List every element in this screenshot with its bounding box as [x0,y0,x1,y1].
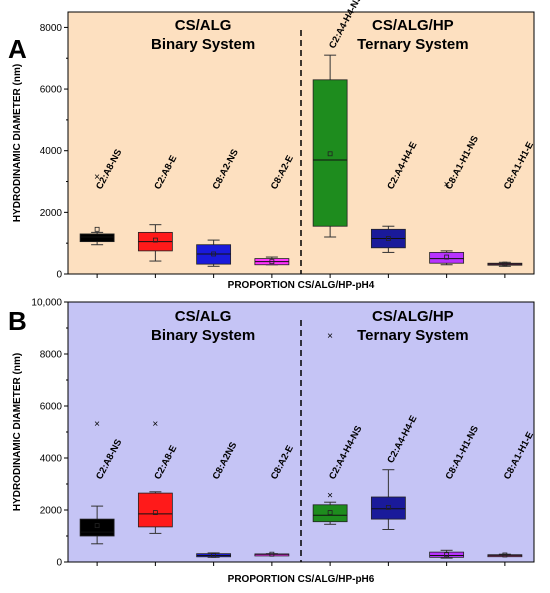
group-title: CS/ALG/HP [372,308,454,325]
plot-frame [67,11,535,275]
mean-marker [385,236,391,241]
plot-frame [67,301,535,563]
mean-marker [327,151,333,157]
chart-panel-b: B 0 2000 4000 6000 8000 10,000 HYDRODINAMIC DIA… [8,298,536,586]
mean-marker [211,251,217,257]
y-tick-label: 2000 [40,208,63,219]
group-title: CS/ALG [175,17,232,34]
y-tick-label: 2000 [40,506,63,517]
mean-marker [327,510,333,516]
y-tick-label: 0 [56,558,62,569]
chart-panel-a: A 0 2000 4000 6000 8000 HYDRODINAMIC DIAMETER … [8,0,536,291]
mean-marker [502,261,508,267]
y-tick-label: 4000 [40,146,63,157]
y-axis-label: HYDRODINAMIC DIAMETER (nm) [12,64,23,222]
group-title: CS/ALG [175,308,232,325]
mean-marker [152,237,158,243]
group-subtitle: Binary System [151,327,255,344]
box-body [79,233,115,243]
box-body [429,551,465,558]
outlier-marker: × [444,180,450,191]
y-tick-label: 8000 [40,350,63,361]
y-axis-label: HYDRODINAMIC DIAMETER (nm) [12,353,23,511]
group-title: CS/ALG/HP [372,17,454,34]
outlier-marker: × [152,419,158,430]
box-body [137,492,173,528]
panel-letter: B [8,306,27,336]
box-body [312,504,348,523]
mean-marker [269,259,275,265]
mean-marker [385,504,391,510]
y-tick-label: 0 [56,270,62,281]
mean-marker [152,510,158,516]
group-subtitle: Ternary System [357,327,468,344]
y-tick-label: 6000 [40,402,63,413]
outlier-marker: × [327,491,333,502]
outlier-marker: × [94,419,100,430]
mean-marker [444,254,450,260]
group-subtitle: Ternary System [357,36,468,53]
mean-marker [444,552,450,558]
outlier-marker: × [327,331,333,342]
y-tick-label: 6000 [40,85,63,96]
outlier-marker: × [94,172,100,183]
mean-marker [211,552,217,558]
y-tick-label: 10,000 [31,298,62,309]
x-axis-label: PROPORTION CS/ALG/HP-pH6 [228,574,375,585]
x-axis-label: PROPORTION CS/ALG/HP-pH4 [228,280,375,291]
y-tick-label: 8000 [40,23,63,34]
mean-marker [94,523,100,528]
box-body [312,79,348,227]
group-subtitle: Binary System [151,36,255,53]
box-body [370,496,406,520]
mean-marker [94,226,100,232]
panel-letter: A [8,34,27,64]
box-body [429,252,465,264]
y-tick-label: 4000 [40,454,63,465]
mean-marker [502,552,508,558]
mean-marker [269,551,275,557]
